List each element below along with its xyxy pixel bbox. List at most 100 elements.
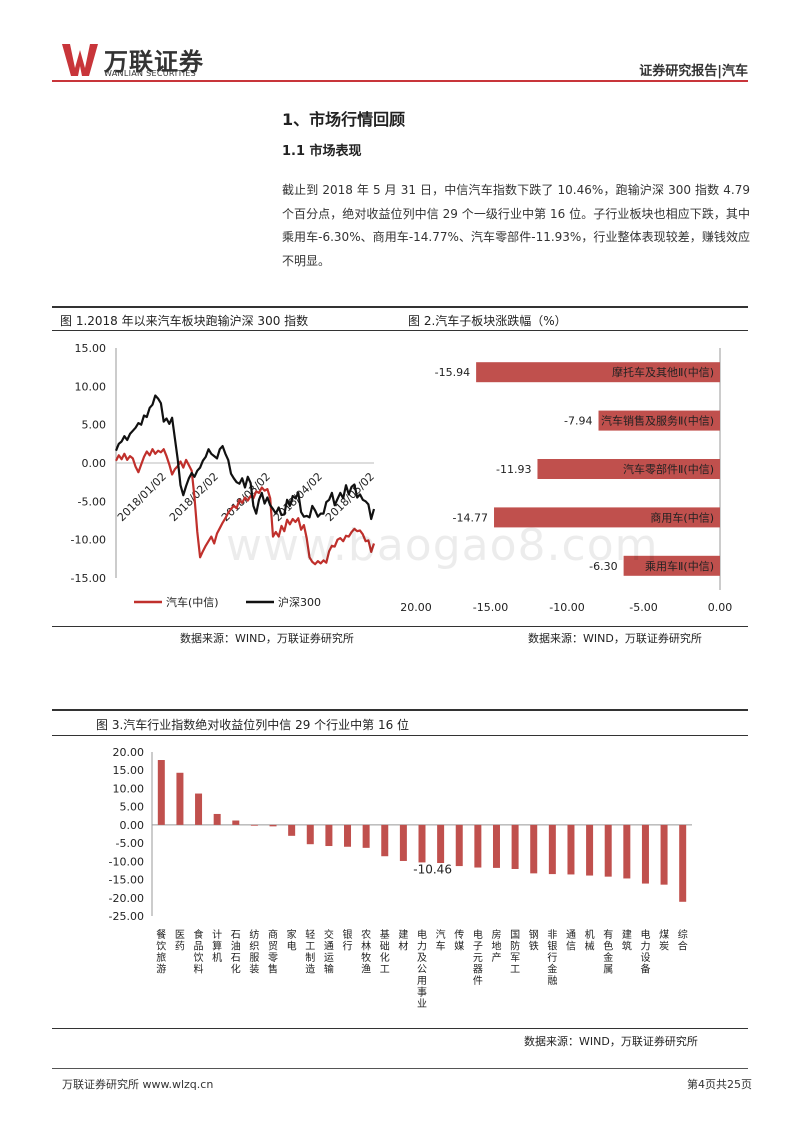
series-line-1 (114, 394, 376, 521)
y-tick-label: 0.00 (120, 819, 145, 832)
figure2-source: 数据来源：WIND，万联证券研究所 (528, 632, 702, 645)
figure3-top-rule (52, 709, 748, 711)
bar-category-label: 摩托车及其他Ⅱ(中信) (612, 365, 714, 379)
y-tick-label: 10.00 (113, 782, 145, 795)
figure3-caption-rule (52, 735, 748, 736)
bar (232, 820, 240, 825)
bar (288, 824, 296, 836)
footer-org: 万联证券研究所 www.wlzq.cn (62, 1078, 214, 1091)
horizontal-bar-chart: -15.94 摩托车及其他Ⅱ(中信) -7.94 汽车销售及服务Ⅱ(中信) -11.93… (400, 348, 733, 614)
subsection-heading: 1.1 市场表现 (282, 144, 362, 159)
y-tick-label: -10.00 (71, 534, 106, 547)
figure-row-caption-rule (52, 330, 748, 331)
x-category-label: 电力设备 (640, 928, 650, 976)
figure3-bottom-rule (52, 1028, 748, 1029)
bar (381, 824, 389, 857)
y-tick-label: -25.00 (109, 910, 144, 923)
bar-category-label: 汽车销售及服务Ⅱ(中信) (601, 414, 714, 428)
bar (623, 555, 720, 576)
y-tick-label: 5.00 (82, 419, 107, 432)
x-category-label: 餐饮旅游 (156, 928, 166, 976)
bar-value-label: -6.30 (589, 560, 617, 573)
x-tick-label: 2018/01/02 (115, 470, 169, 524)
bar-value-label: -11.93 (496, 463, 531, 476)
bar (567, 824, 575, 875)
x-category-label: 机械 (585, 928, 595, 953)
bar (548, 824, 556, 875)
y-tick-label: 0.00 (82, 457, 107, 470)
brand-logo-mark (62, 44, 98, 76)
bar-value-label: -14.77 (453, 511, 488, 524)
bar (623, 824, 631, 879)
y-tick-label: 15.00 (113, 764, 145, 777)
highlight-value-label: -10.46 (413, 863, 452, 877)
x-tick-label: -20.00 (400, 601, 432, 614)
bar-category-label: 汽车零部件Ⅱ(中信) (623, 462, 714, 476)
y-tick-label: 20.00 (113, 746, 145, 759)
bar (537, 459, 720, 479)
y-tick-label: -10.00 (109, 855, 144, 868)
x-tick-label: 0.00 (708, 601, 733, 614)
x-category-label: 通信 (566, 929, 576, 953)
legend-label: 沪深300 (278, 595, 321, 609)
bar (325, 824, 333, 847)
bar (362, 824, 370, 848)
figure1-source: 数据来源：WIND，万联证券研究所 (180, 632, 354, 645)
x-category-label: 计算机 (212, 928, 222, 964)
bar (586, 824, 594, 876)
x-category-label: 电力及公用事业 (417, 928, 427, 1010)
y-tick-label: -15.00 (109, 874, 144, 887)
report-type-label: 证券研究报告|汽车 (639, 64, 748, 79)
bar (474, 824, 482, 868)
bar-value-label: -7.94 (564, 415, 592, 428)
bar (250, 824, 258, 826)
x-category-label: 纺织服装 (249, 928, 259, 976)
legend-label: 汽车(中信) (166, 595, 219, 609)
bar (213, 813, 221, 825)
bar (399, 824, 407, 861)
watermark: www.baogao8.com (226, 520, 659, 571)
bar (306, 824, 314, 845)
bar (157, 760, 165, 825)
bar (604, 824, 612, 877)
body-paragraph: 截止到 2018 年 5 月 31 日，中信汽车指数下跌了 10.46%，跑输沪… (282, 183, 750, 268)
x-category-label: 石油石化 (231, 930, 241, 976)
y-tick-label: 5.00 (120, 801, 145, 814)
bar (641, 824, 649, 884)
bar (476, 362, 720, 383)
series-line-0 (115, 448, 376, 566)
brand-name-en: WANLIAN SECURITIES (104, 69, 197, 78)
brand-name: 万联证券 (104, 48, 204, 76)
x-category-label: 电子元器件 (473, 928, 483, 987)
x-category-label: 医药 (175, 929, 185, 953)
x-category-label: 家电 (287, 928, 297, 953)
bar-value-label: -15.94 (435, 366, 470, 379)
y-tick-label: -5.00 (116, 837, 144, 850)
x-category-label: 非银行金融 (547, 929, 557, 987)
y-tick-label: 10.00 (75, 380, 107, 393)
bar (679, 824, 687, 902)
bar (176, 772, 184, 825)
x-category-label: 交通运输 (324, 928, 334, 976)
footer-page-number: 第4页共25页 (687, 1078, 752, 1091)
footer-divider (52, 1068, 748, 1069)
bar (437, 824, 445, 864)
bar (418, 824, 426, 863)
x-category-label: 食品饮料 (194, 928, 204, 976)
y-tick-label: -5.00 (78, 495, 106, 508)
bar (494, 507, 720, 528)
section-heading: 1、市场行情回顾 (282, 110, 406, 129)
x-category-label: 基础化工 (380, 928, 390, 976)
x-category-label: 轻工制造 (305, 928, 315, 976)
x-category-label: 传媒 (454, 929, 464, 953)
figure2-caption: 图 2.汽车子板块涨跌幅（%） (408, 314, 567, 328)
x-category-label: 汽车 (436, 928, 446, 953)
x-category-label: 钢铁 (529, 928, 539, 953)
y-tick-label: -15.00 (71, 572, 106, 585)
bar (598, 410, 720, 431)
x-tick-label: -10.00 (549, 601, 584, 614)
y-tick-label: -20.00 (109, 892, 144, 905)
bar (660, 824, 668, 885)
figure1-caption: 图 1.2018 年以来汽车板块跑输沪深 300 指数 (60, 314, 309, 328)
bar (511, 824, 519, 869)
